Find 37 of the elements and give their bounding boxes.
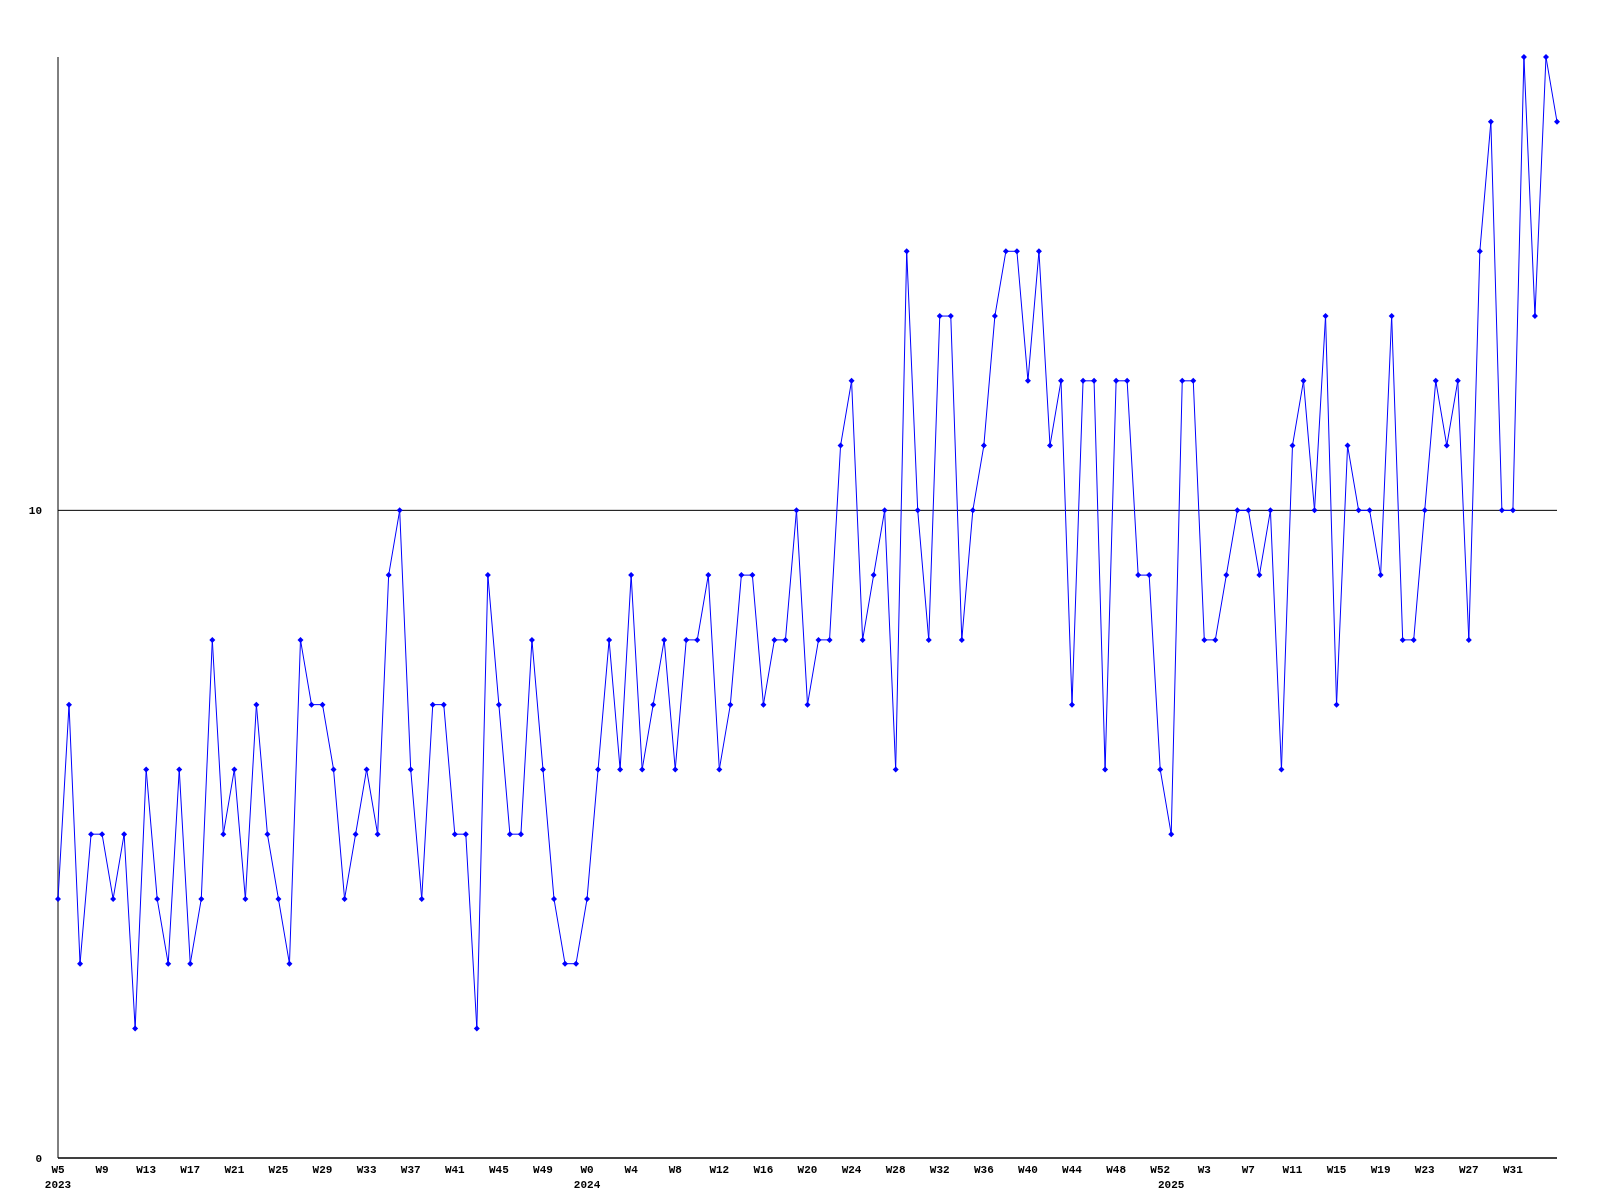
x-tick-label: W9: [95, 1164, 109, 1176]
x-tick-label: W0 2024: [573, 1164, 601, 1191]
x-tick-label: W20: [797, 1164, 818, 1176]
x-tick-label: W19: [1370, 1164, 1391, 1176]
x-tick-label: W37: [400, 1164, 421, 1176]
x-tick-label: W32: [929, 1164, 950, 1176]
x-tick-label: W12: [709, 1164, 730, 1176]
x-tick-label: W28: [885, 1164, 906, 1176]
x-tick-label: W17: [180, 1164, 201, 1176]
x-tick-label: W49: [533, 1164, 553, 1176]
x-tick-label: W29: [312, 1164, 333, 1176]
x-tick-label: W33: [356, 1164, 377, 1176]
x-tick-label: W31: [1503, 1164, 1524, 1176]
x-tick-label: W13: [136, 1164, 157, 1176]
x-tick-label: W44: [1062, 1164, 1083, 1176]
x-tick-label: W48: [1106, 1164, 1127, 1176]
x-tick-label: W41: [444, 1164, 466, 1176]
x-tick-label: W52: [1150, 1164, 1171, 1176]
x-tick-label: W23: [1414, 1164, 1436, 1176]
y-tick-label: 10: [28, 505, 42, 518]
x-tick-label: W15: [1326, 1164, 1347, 1176]
x-tick-label: W24: [841, 1164, 862, 1176]
x-tick-label: W21: [224, 1164, 245, 1176]
x-tick-label: W25: [268, 1164, 289, 1176]
x-tick-label: W40: [1018, 1164, 1038, 1176]
x-tick-label: W45: [488, 1164, 510, 1176]
x-tick-label: W27: [1458, 1164, 1479, 1176]
x-tick-label: W8: [668, 1164, 683, 1176]
y-tick-label: 0: [35, 1152, 42, 1165]
x-tick-label: W16: [753, 1164, 774, 1176]
x-tick-label: W5 2023: [44, 1164, 72, 1191]
x-tick-label: W4: [624, 1164, 639, 1176]
x-tick-label: W3: [1197, 1164, 1212, 1176]
x-tick-label: 2025: [1158, 1179, 1185, 1191]
x-tick-label: W11: [1282, 1164, 1303, 1176]
x-tick-label: W7: [1241, 1164, 1255, 1176]
x-tick-label: W36: [973, 1164, 994, 1176]
